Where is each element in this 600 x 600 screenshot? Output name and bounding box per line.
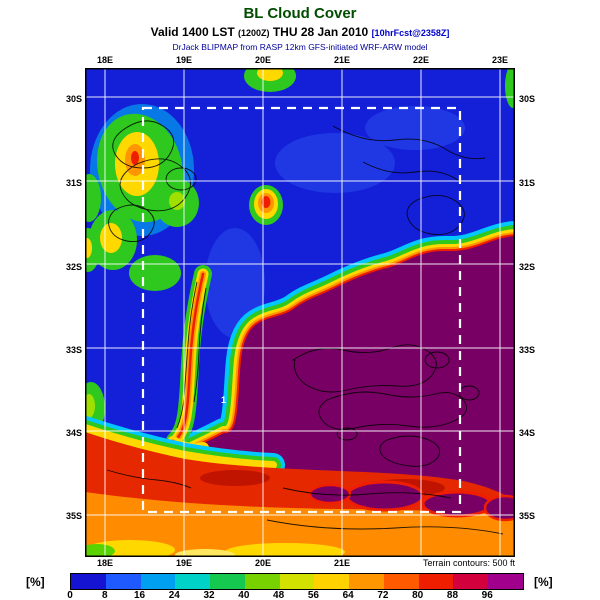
colorbar-tick: 24 xyxy=(168,590,180,600)
colorbar-tick: 88 xyxy=(446,590,459,600)
colorbar-cell xyxy=(71,574,106,589)
colorbar-cell xyxy=(244,574,280,589)
lat-label-right: 31S xyxy=(519,178,536,188)
colorbar-swatches xyxy=(70,573,524,590)
page-title: BL Cloud Cover xyxy=(243,5,357,22)
colorbar-cell xyxy=(140,574,176,589)
lon-label-top: 20E xyxy=(254,55,271,65)
colorbar-tick: 80 xyxy=(412,590,424,600)
colorbar-cell xyxy=(175,574,211,589)
lon-label-top: 19E xyxy=(175,55,192,65)
valid-date: THU 28 Jan 2010 xyxy=(269,25,372,39)
lat-label-left: 33S xyxy=(65,345,82,355)
colorbar-unit-left: [%] xyxy=(26,575,45,589)
lat-label-right: 30S xyxy=(519,94,536,104)
lon-label-top: 21E xyxy=(333,55,350,65)
colorbar-tick: 96 xyxy=(481,590,493,600)
colorbar-tick: 0 xyxy=(67,590,73,600)
map-field: 1 xyxy=(70,60,530,561)
terrain-contours xyxy=(106,120,504,535)
lon-label-bottom: 19E xyxy=(175,558,192,568)
lat-label-right: 34S xyxy=(519,428,536,438)
lat-label-left: 30S xyxy=(65,94,82,104)
valid-time-line: Valid 1400 LST (1200Z) THU 28 Jan 2010 [… xyxy=(0,25,600,39)
colorbar-tick: 32 xyxy=(203,590,215,600)
colorbar-cell xyxy=(314,574,350,589)
colorbar-cell xyxy=(279,574,315,589)
lon-label-top: 18E xyxy=(96,55,113,65)
lat-label-left: 31S xyxy=(65,178,82,188)
lat-label-left: 35S xyxy=(65,511,82,521)
colorbar-tick: 8 xyxy=(101,590,108,600)
lat-label-left: 32S xyxy=(65,262,82,272)
colorbar-tick: 56 xyxy=(307,590,319,600)
map: 1 xyxy=(70,60,530,561)
colorbar-cell xyxy=(210,574,245,589)
lon-label-bottom: 21E xyxy=(333,558,350,568)
map-coastal-band xyxy=(73,416,527,561)
lat-label-right: 33S xyxy=(519,345,536,355)
graticule-grid xyxy=(85,68,515,557)
map-cloud-spot xyxy=(249,185,283,225)
colorbar-tick: 64 xyxy=(342,590,354,600)
colorbar-cell xyxy=(105,574,141,589)
lat-label-right: 35S xyxy=(519,511,536,521)
forecast-tag: [10hrFcst@2358Z] xyxy=(371,28,450,38)
colorbar-tick: 16 xyxy=(133,590,146,600)
colorbar-cell xyxy=(383,574,419,589)
colorbar-cell xyxy=(488,574,523,589)
colorbar-cell xyxy=(349,574,384,589)
lon-label-top: 22E xyxy=(412,55,429,65)
map-inline-marker: 1 xyxy=(221,395,226,405)
valid-zulu: (1200Z) xyxy=(237,28,270,38)
valid-prefix: Valid 1400 LST xyxy=(150,25,238,39)
colorbar-cell xyxy=(418,574,454,589)
map-blue-texture xyxy=(205,106,465,338)
colorbar-tick: 72 xyxy=(377,590,389,600)
map-frame xyxy=(85,68,515,557)
colorbar-tick: 48 xyxy=(273,590,285,600)
terrain-note: Terrain contours: 500 ft xyxy=(422,558,515,568)
lon-label-top: 23E xyxy=(491,55,508,65)
lat-label-right: 32S xyxy=(519,262,536,272)
model-attribution-line: DrJack BLIPMAP from RASP 12km GFS-initia… xyxy=(172,42,428,52)
lon-label-bottom: 18E xyxy=(96,558,113,568)
colorbar-unit-right: [%] xyxy=(534,575,553,589)
lon-label-bottom: 20E xyxy=(254,558,271,568)
colorbar-tick: 40 xyxy=(238,590,250,600)
domain-boundary-box xyxy=(141,106,462,514)
lat-label-left: 34S xyxy=(65,428,82,438)
colorbar-cell xyxy=(453,574,489,589)
